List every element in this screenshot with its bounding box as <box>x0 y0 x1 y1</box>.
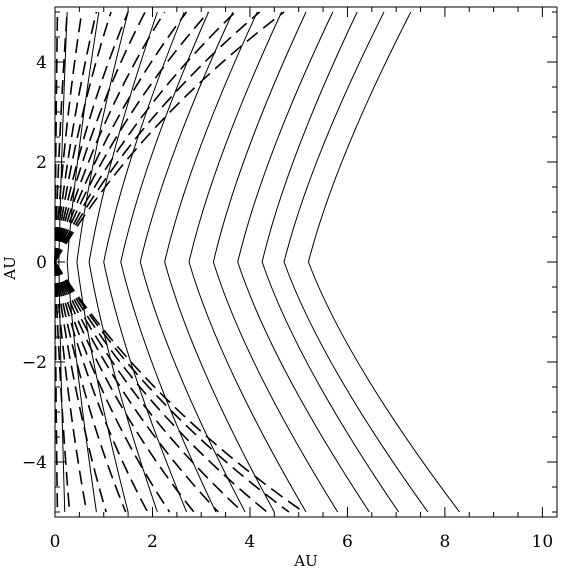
y-tick-label: 2 <box>36 153 47 173</box>
x-tick-label: 2 <box>147 532 158 552</box>
dashed-curve-upper-13 <box>54 11 285 263</box>
dashed-curve-lower-2 <box>54 261 71 513</box>
dashed-curve-upper-5 <box>54 11 112 263</box>
solid-curve-10 <box>212 11 339 513</box>
solid-curve-7 <box>139 11 246 513</box>
y-tick-label: −2 <box>22 353 47 373</box>
dashed-curve-lower-7 <box>54 261 171 513</box>
dashed-curve-upper-12 <box>54 11 261 263</box>
dashed-curve-upper-4 <box>54 11 98 263</box>
solid-curve-6 <box>120 11 217 513</box>
x-tick-label: 6 <box>342 532 353 552</box>
y-axis-label: AU <box>1 256 19 280</box>
x-axis-label: AU <box>293 552 317 569</box>
solid-curve-12 <box>261 11 400 513</box>
x-tick-label: 4 <box>245 532 256 552</box>
y-tick-label: 4 <box>36 53 47 73</box>
x-tick-label: 8 <box>439 532 450 552</box>
plot-frame <box>54 6 558 518</box>
dashed-curve-upper-6 <box>54 11 129 263</box>
dashed-curve-upper-11 <box>54 11 236 263</box>
dashed-curve-lower-1 <box>54 261 59 513</box>
dashed-curve-upper-3 <box>54 11 83 263</box>
dashed-curve-lower-10 <box>54 261 244 513</box>
dashed-curve-upper-7 <box>54 11 146 263</box>
solid-curve-4 <box>88 11 158 513</box>
curves <box>54 11 460 513</box>
x-tick-label: 10 <box>532 532 554 552</box>
dashed-curve-lower-5 <box>54 261 127 513</box>
y-tick-label: 0 <box>36 253 47 273</box>
dashed-curve-lower-11 <box>54 261 268 513</box>
y-tick-label: −4 <box>22 453 47 473</box>
dashed-curve-lower-4 <box>54 261 107 513</box>
solid-curve-14 <box>307 11 460 513</box>
dashed-curve-upper-8 <box>54 11 166 263</box>
solid-curve-11 <box>237 11 370 513</box>
dashed-curve-upper-10 <box>54 11 210 263</box>
tick-labels: 0 2 4 6 8 10 −4 −2 0 2 4 <box>22 53 553 552</box>
solid-curve-2 <box>66 11 100 513</box>
ticks <box>54 7 557 517</box>
dashed-curve-upper-9 <box>54 11 188 263</box>
dashed-curve-lower-13 <box>54 261 305 513</box>
solid-curve-8 <box>164 11 275 513</box>
solid-curve-9 <box>188 11 307 513</box>
dashed-curve-lower-3 <box>54 261 88 513</box>
dashed-curve-upper-1 <box>54 11 59 263</box>
solid-curve-13 <box>283 11 429 513</box>
dashed-curve-lower-12 <box>54 261 290 513</box>
dashed-curve-lower-9 <box>54 261 219 513</box>
dashed-curve-upper-2 <box>54 11 68 263</box>
solid-curve-5 <box>103 11 188 513</box>
x-tick-label: 0 <box>50 532 61 552</box>
dashed-curve-lower-6 <box>54 261 149 513</box>
